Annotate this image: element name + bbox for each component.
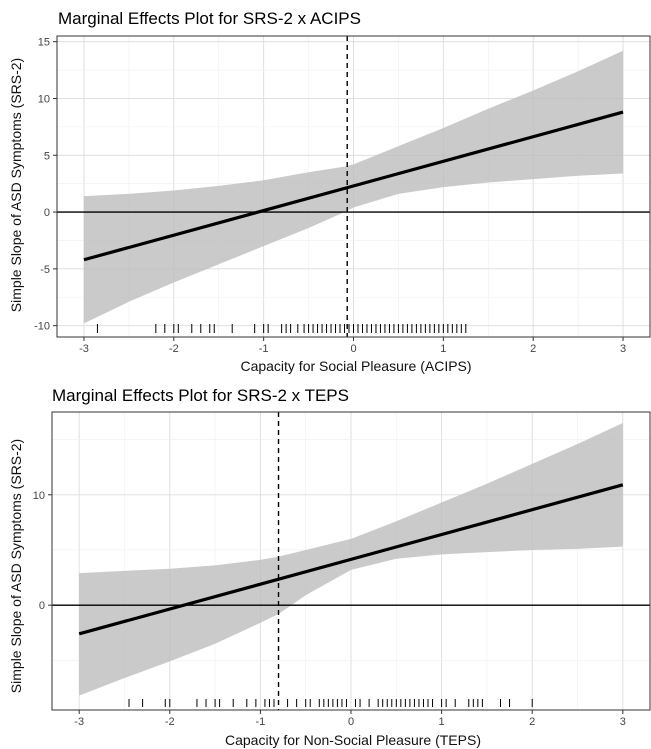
panel-teps: Marginal Effects Plot for SRS-2 x TEPS -… — [8, 386, 651, 748]
chart-title: Marginal Effects Plot for SRS-2 x TEPS — [52, 386, 349, 405]
x-tick-label: 2 — [529, 716, 535, 728]
regression-line — [78, 483, 624, 636]
y-tick-label: 10 — [38, 93, 50, 105]
x-axis-title: Capacity for Social Pleasure (ACIPS) — [240, 358, 471, 374]
x-tick-label: 1 — [440, 343, 446, 355]
y-tick-label: 10 — [33, 490, 45, 502]
x-tick-label: -3 — [79, 343, 89, 355]
rug-marks — [128, 699, 533, 707]
reference-lines — [57, 36, 650, 337]
x-tick-label: 3 — [620, 343, 626, 355]
simple-slope-line — [83, 110, 624, 262]
x-tick-label: -3 — [74, 716, 84, 728]
x-tick-label: -1 — [256, 716, 266, 728]
y-tick-label: 5 — [44, 150, 50, 162]
panel-acips: Marginal Effects Plot for SRS-2 x ACIPS … — [8, 9, 651, 374]
y-tick-label: -10 — [34, 321, 50, 333]
tick-labels: -3 -2 -1 0 1 2 3 0 10 — [33, 490, 626, 728]
y-tick-label: 0 — [39, 600, 45, 612]
regression-line — [83, 110, 624, 262]
x-tick-label: 0 — [348, 716, 354, 728]
x-tick-label: 0 — [350, 343, 356, 355]
x-axis-title: Capacity for Non-Social Pleasure (TEPS) — [225, 732, 481, 748]
x-tick-label: 3 — [620, 716, 626, 728]
y-tick-label: 0 — [44, 207, 50, 219]
x-tick-label: -1 — [259, 343, 269, 355]
y-tick-label: 15 — [38, 37, 50, 49]
x-tick-label: -2 — [169, 343, 179, 355]
y-tick-label: -5 — [40, 264, 50, 276]
reference-lines — [52, 412, 650, 710]
chart-title: Marginal Effects Plot for SRS-2 x ACIPS — [58, 9, 361, 28]
x-tick-label: -2 — [165, 716, 175, 728]
y-axis-title: Simple Slope of ASD Symptoms (SRS-2) — [8, 58, 24, 312]
y-axis-title: Simple Slope of ASD Symptoms (SRS-2) — [8, 439, 24, 693]
x-tick-label: 1 — [439, 716, 445, 728]
x-tick-label: 2 — [530, 343, 536, 355]
simple-slope-line — [78, 483, 624, 636]
rug-marks — [96, 324, 467, 333]
